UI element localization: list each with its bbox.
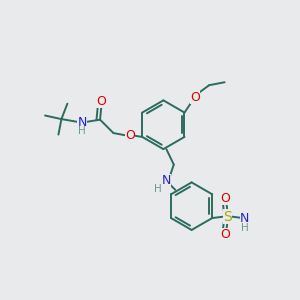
Text: O: O: [190, 91, 200, 103]
Text: N: N: [240, 212, 249, 225]
Text: O: O: [220, 192, 230, 205]
Text: S: S: [223, 210, 232, 224]
Text: H: H: [154, 184, 162, 194]
Text: O: O: [220, 228, 230, 241]
Text: O: O: [97, 95, 106, 108]
Text: N: N: [77, 116, 87, 129]
Text: H: H: [241, 223, 248, 232]
Text: N: N: [162, 174, 171, 188]
Text: H: H: [78, 126, 86, 136]
Text: O: O: [125, 129, 135, 142]
